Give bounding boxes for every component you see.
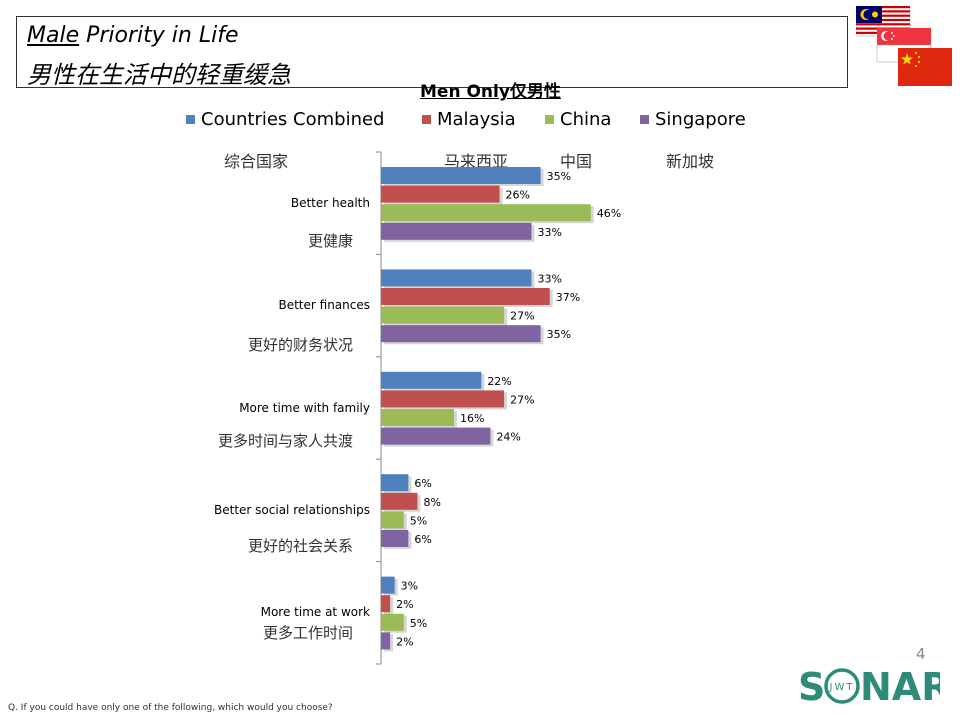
legend-label-zh-malaysia: 马来西亚 bbox=[444, 152, 509, 171]
bar-value-label: 22% bbox=[487, 375, 511, 388]
bar-value-label: 6% bbox=[414, 533, 431, 546]
bar-value-label: 2% bbox=[396, 598, 413, 611]
title-rest: Priority in Life bbox=[79, 23, 239, 48]
bar bbox=[381, 204, 591, 222]
bar bbox=[381, 222, 532, 240]
logo-letter-s: S bbox=[798, 666, 825, 706]
bar bbox=[381, 595, 391, 613]
legend-swatch bbox=[545, 114, 554, 124]
bar-value-label: 33% bbox=[537, 226, 561, 239]
category-label-zh: 更好的社会关系 bbox=[248, 537, 353, 555]
bar bbox=[381, 390, 505, 408]
bar-value-label: 26% bbox=[506, 189, 530, 202]
bar-value-label: 37% bbox=[556, 291, 580, 304]
bar bbox=[381, 306, 505, 324]
legend-label-zh-singapore: 新加坡 bbox=[666, 152, 715, 171]
sonar-logo: S JWT NAR bbox=[798, 665, 950, 710]
category-label: More time with family bbox=[239, 401, 370, 415]
chart-subtitle: Men Only仅男性 bbox=[420, 82, 561, 102]
bar bbox=[381, 167, 541, 184]
title-underlined-word: Male bbox=[27, 23, 80, 48]
bar-value-label: 35% bbox=[547, 328, 571, 341]
bar-value-label: 33% bbox=[537, 272, 561, 285]
legend-swatch bbox=[640, 114, 649, 124]
bar bbox=[381, 427, 491, 445]
bar bbox=[381, 474, 409, 492]
legend-swatch bbox=[422, 114, 431, 124]
category-label: Better finances bbox=[278, 298, 370, 312]
logo-letters-nar: NAR bbox=[860, 666, 940, 706]
legend-label: China bbox=[560, 109, 612, 130]
legend-item-countries-combined: Countries Combined bbox=[186, 109, 384, 130]
legend-label: Singapore bbox=[655, 109, 746, 130]
page-title-chinese: 男性在生活中的轻重缓急 bbox=[27, 61, 291, 89]
bar-value-label: 5% bbox=[410, 514, 427, 527]
category-label: Better health bbox=[291, 196, 370, 210]
legend-item-china: China bbox=[545, 109, 611, 130]
bar-value-label: 46% bbox=[597, 207, 621, 220]
bar bbox=[381, 325, 541, 343]
bar-value-label: 6% bbox=[414, 477, 431, 490]
bar-value-label: 2% bbox=[396, 635, 413, 648]
bar-value-label: 35% bbox=[547, 170, 571, 183]
bar bbox=[381, 576, 395, 594]
bar bbox=[381, 511, 404, 529]
category-label-zh: 更多时间与家人共渡 bbox=[218, 432, 353, 450]
category-label-zh: 更健康 bbox=[308, 232, 353, 250]
legend-label-zh-countries-combined: 综合国家 bbox=[224, 152, 289, 171]
bar-value-label: 27% bbox=[510, 393, 534, 406]
legend-label: Countries Combined bbox=[201, 109, 385, 130]
bar bbox=[381, 632, 391, 650]
bar bbox=[381, 530, 409, 547]
title-box: Male Priority in Life 男性在生活中的轻重缓急 bbox=[16, 16, 848, 89]
legend-swatch bbox=[186, 114, 195, 124]
category-label-zh: 更好的财务状况 bbox=[248, 336, 353, 354]
category-label-zh: 更多工作时间 bbox=[263, 624, 353, 642]
bar bbox=[381, 409, 454, 426]
legend-item-malaysia: Malaysia bbox=[422, 109, 516, 130]
bar-value-label: 27% bbox=[510, 310, 534, 323]
bar-value-label: 24% bbox=[496, 431, 520, 444]
survey-question-footnote: Q. If you could have only one of the fol… bbox=[8, 703, 333, 713]
category-label: Better social relationships bbox=[214, 503, 370, 517]
bar bbox=[381, 288, 550, 305]
legend-label-zh-china: 中国 bbox=[560, 152, 593, 171]
bar-value-label: 8% bbox=[423, 496, 440, 509]
bar-value-label: 3% bbox=[401, 580, 418, 593]
category-label: More time at work bbox=[261, 605, 370, 619]
legend-item-singapore: Singapore bbox=[640, 109, 746, 130]
bar bbox=[381, 492, 418, 510]
country-flags bbox=[855, 5, 956, 90]
bar bbox=[381, 613, 404, 631]
bar bbox=[381, 371, 482, 389]
legend-label: Malaysia bbox=[437, 109, 516, 130]
china-flag-icon bbox=[898, 48, 952, 86]
page-number: 4 bbox=[916, 645, 926, 663]
page-title: Male Priority in Life bbox=[27, 23, 239, 48]
bar-value-label: 16% bbox=[460, 412, 484, 425]
logo-jwt-text: JWT bbox=[829, 682, 855, 693]
bar bbox=[381, 269, 532, 287]
bar bbox=[381, 185, 500, 203]
bar-value-label: 5% bbox=[410, 617, 427, 630]
